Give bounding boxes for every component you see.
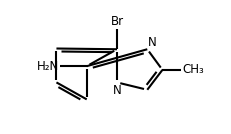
Text: Br: Br [110,15,123,28]
Text: H₂N: H₂N [37,60,59,73]
Text: N: N [112,84,121,97]
Text: CH₃: CH₃ [182,63,203,76]
Text: N: N [148,36,156,49]
